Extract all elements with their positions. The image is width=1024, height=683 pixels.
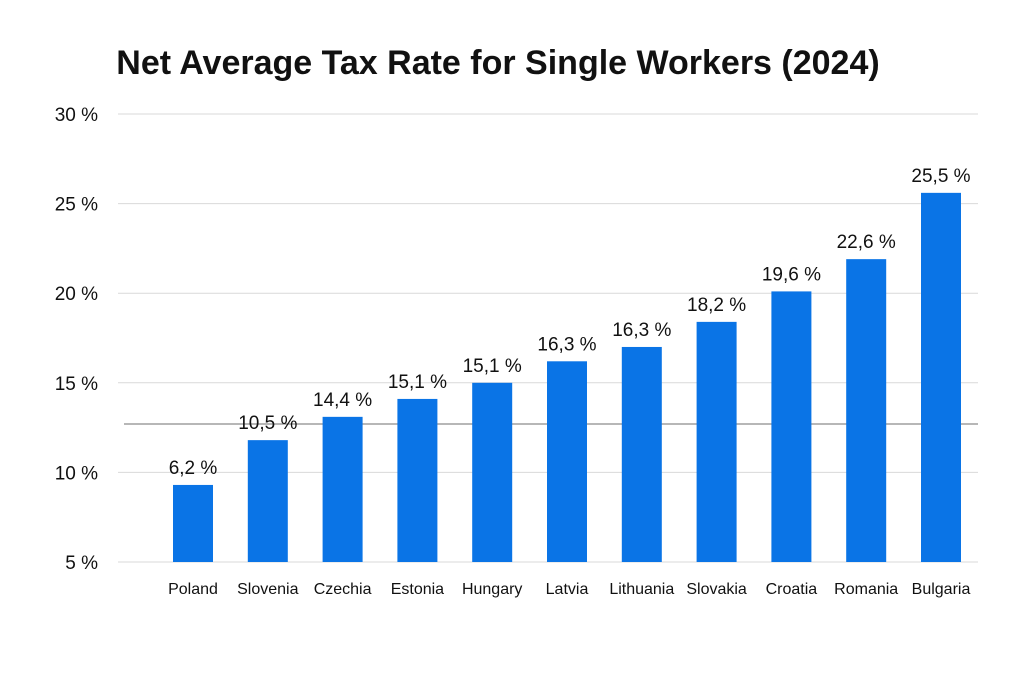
bar xyxy=(173,484,213,562)
x-tick-label: Lithuania xyxy=(609,581,674,598)
bar xyxy=(547,361,587,562)
chart-title: Net Average Tax Rate for Single Workers … xyxy=(116,44,879,82)
data-label: 10,5 % xyxy=(238,413,297,434)
data-label: 6,2 % xyxy=(169,458,218,479)
data-label: 22,6 % xyxy=(837,232,896,253)
bar xyxy=(621,346,662,562)
x-tick-label: Croatia xyxy=(766,581,818,598)
y-tick-label: 5 % xyxy=(65,553,98,574)
data-label: 25,5 % xyxy=(911,166,970,187)
data-labels: 6,2 % 10,5 % 14,4 % 15,1 % 15,1 % 16,3 % 16,3 … xyxy=(169,166,971,479)
bar xyxy=(247,440,288,562)
bar xyxy=(696,321,737,562)
data-label: 15,1 % xyxy=(463,356,522,377)
data-label: 16,3 % xyxy=(537,334,596,355)
x-tick-label: Slovakia xyxy=(686,581,747,598)
y-tick-label: 25 % xyxy=(55,195,98,216)
data-label: 16,3 % xyxy=(612,320,671,341)
x-tick-label: Bulgaria xyxy=(912,581,971,598)
x-tick-label: Slovenia xyxy=(237,581,298,598)
y-tick-label: 15 % xyxy=(55,374,98,395)
bar xyxy=(472,382,513,562)
data-label: 15,1 % xyxy=(388,372,447,393)
bar xyxy=(397,398,438,562)
x-tick-label: Poland xyxy=(168,581,218,598)
y-tick-label: 20 % xyxy=(55,284,98,305)
bar xyxy=(322,416,363,562)
x-tick-label: Romania xyxy=(834,581,898,598)
x-axis-categories: Poland Slovenia Czechia Estonia Hungary Latvi… xyxy=(168,581,970,598)
y-axis-ticks: 5 % 10 % 15 % 20 % 25 % 30 % xyxy=(55,105,98,574)
x-tick-label: Hungary xyxy=(462,581,522,598)
bar xyxy=(846,259,887,562)
data-label: 18,2 % xyxy=(687,295,746,316)
x-tick-label: Estonia xyxy=(391,581,444,598)
data-label: 19,6 % xyxy=(762,264,821,285)
bar xyxy=(921,192,961,562)
bars xyxy=(173,192,961,562)
x-tick-label: Czechia xyxy=(314,581,372,598)
y-tick-label: 10 % xyxy=(55,463,98,484)
y-tick-label: 30 % xyxy=(55,105,98,126)
x-tick-label: Latvia xyxy=(546,581,589,598)
data-label: 14,4 % xyxy=(313,390,372,411)
bar xyxy=(771,291,812,562)
